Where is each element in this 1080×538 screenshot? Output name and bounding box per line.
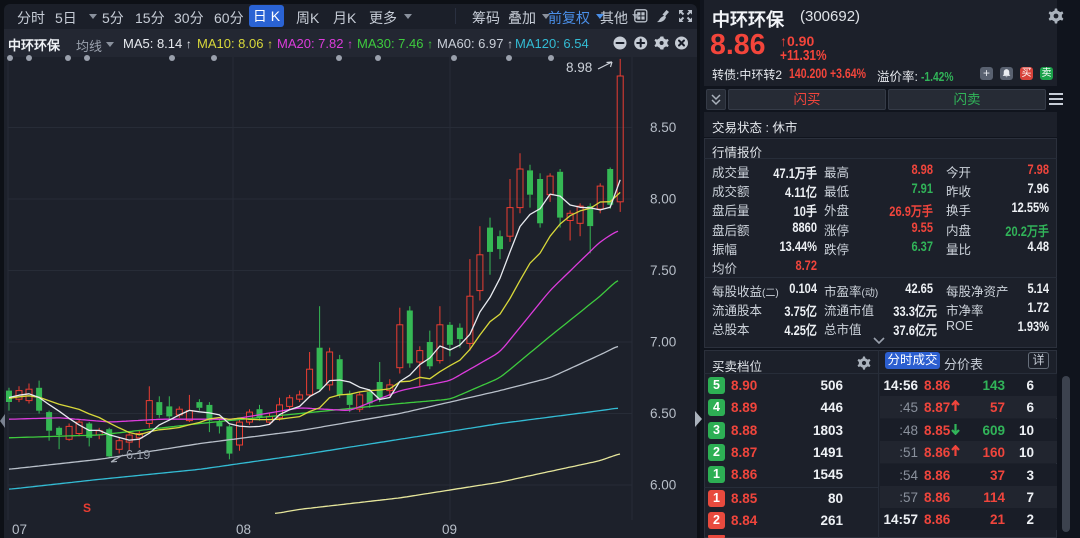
svg-text:07: 07 [12,522,27,537]
svg-text:7.50: 7.50 [650,263,676,278]
svg-text:S: S [83,501,91,515]
svg-text:08: 08 [236,522,251,537]
svg-text:09: 09 [442,522,457,537]
svg-text:7.00: 7.00 [650,335,676,350]
svg-text:6.00: 6.00 [650,478,676,493]
svg-text:8.00: 8.00 [650,192,676,207]
svg-text:8.98: 8.98 [566,60,592,75]
svg-text:6.19: 6.19 [126,448,150,462]
svg-text:6.50: 6.50 [650,406,676,421]
svg-text:8.50: 8.50 [650,120,676,135]
